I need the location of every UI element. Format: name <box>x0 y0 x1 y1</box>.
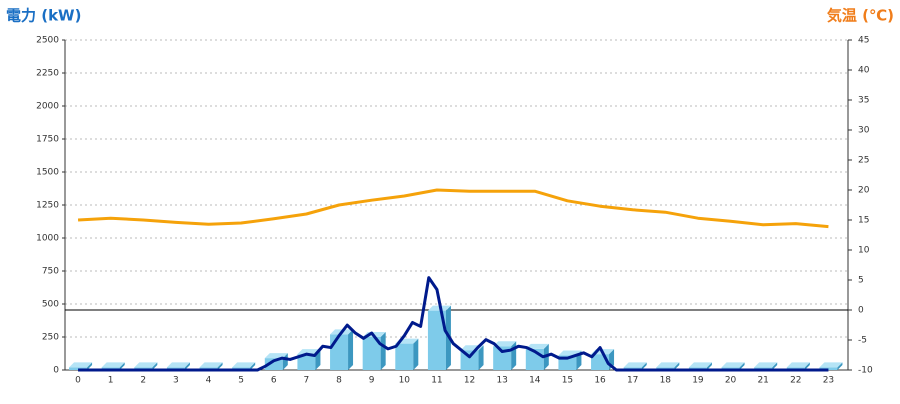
bar-side <box>837 362 843 370</box>
y-tick-label: 500 <box>42 300 59 310</box>
bar-top <box>297 349 321 355</box>
y-tick-label: 1750 <box>36 135 59 145</box>
y2-tick-label: -5 <box>858 336 867 346</box>
bar-top <box>134 362 158 368</box>
bar-top <box>754 362 778 368</box>
x-tick-label: 21 <box>757 376 768 386</box>
x-tick-label: 13 <box>496 376 507 386</box>
x-tick-label: 2 <box>140 376 146 386</box>
y2-tick-label: 30 <box>858 126 870 136</box>
x-tick-label: 6 <box>271 376 277 386</box>
y2-tick-label: 10 <box>858 246 870 256</box>
x-tick-label: 9 <box>369 376 375 386</box>
bar <box>460 350 479 370</box>
y2-tick-label: 15 <box>858 216 869 226</box>
bar-side <box>184 362 190 370</box>
y-tick-label: 1250 <box>36 201 59 211</box>
bar-side <box>478 345 484 370</box>
bar-side <box>739 362 745 370</box>
bar-top <box>101 362 125 368</box>
bar-top <box>819 362 843 368</box>
x-tick-label: 1 <box>108 376 114 386</box>
line <box>78 276 829 372</box>
y2-tick-label: 35 <box>858 96 869 106</box>
bar-side <box>641 362 647 370</box>
bar-top <box>199 362 223 368</box>
bar-side <box>119 362 125 370</box>
bar-top <box>656 362 680 368</box>
y-axis-title: 電力 (kW) <box>6 7 81 25</box>
bar-top <box>525 343 549 349</box>
x-tick-label: 3 <box>173 376 179 386</box>
bar-side <box>217 362 223 370</box>
x-tick-label: 20 <box>725 376 737 386</box>
bar-side <box>413 338 419 370</box>
x-tick-label: 12 <box>464 376 475 386</box>
bar-side <box>87 362 93 370</box>
bar-top <box>688 362 712 368</box>
x-tick-label: 19 <box>692 376 704 386</box>
x-tick-label: 4 <box>206 376 212 386</box>
bar-side <box>348 329 354 370</box>
y-tick-label: 2250 <box>36 69 59 79</box>
y-tick-label: 1000 <box>36 234 59 244</box>
x-tick-label: 5 <box>238 376 244 386</box>
x-tick-label: 17 <box>627 376 638 386</box>
x-tick-label: 7 <box>304 376 310 386</box>
y2-tick-label: 40 <box>858 66 870 76</box>
y-tick-label: 1500 <box>36 168 59 178</box>
bar <box>395 343 414 370</box>
bar-side <box>511 341 517 370</box>
bar <box>297 354 316 370</box>
bar-top <box>493 341 517 347</box>
y-tick-label: 250 <box>42 333 59 343</box>
y2-axis-title: 気温 (℃) <box>827 7 894 25</box>
y-tick-label: 2000 <box>36 102 59 112</box>
y2-tick-label: 0 <box>858 306 864 316</box>
x-tick-label: 11 <box>431 376 442 386</box>
bar-top <box>232 362 256 368</box>
x-tick-label: 23 <box>823 376 834 386</box>
bar-top <box>786 362 810 368</box>
x-tick-label: 22 <box>790 376 801 386</box>
bar <box>427 310 446 370</box>
bar-side <box>674 362 680 370</box>
y2-tick-label: 25 <box>858 156 869 166</box>
bar <box>330 334 349 370</box>
x-tick-label: 15 <box>562 376 573 386</box>
y2-tick-label: 20 <box>858 186 870 196</box>
bar-side <box>380 332 386 370</box>
x-tick-label: 0 <box>75 376 81 386</box>
y2-tick-label: 45 <box>858 36 869 46</box>
y-tick-label: 0 <box>53 366 59 376</box>
bar-top <box>69 362 93 368</box>
x-tick-label: 8 <box>336 376 342 386</box>
x-tick-label: 14 <box>529 376 541 386</box>
y-tick-label: 750 <box>42 267 59 277</box>
bar-top <box>721 362 745 368</box>
bar-top <box>623 362 647 368</box>
bar-side <box>250 362 256 370</box>
y2-tick-label: 5 <box>858 276 864 286</box>
bar-top <box>166 362 190 368</box>
x-tick-label: 16 <box>594 376 606 386</box>
line <box>77 188 829 229</box>
x-tick-label: 10 <box>399 376 411 386</box>
x-tick-label: 18 <box>660 376 672 386</box>
bar-side <box>706 362 712 370</box>
bar-side <box>772 362 778 370</box>
y2-tick-label: -10 <box>858 366 873 376</box>
bar-side <box>152 362 158 370</box>
bar-side <box>804 362 810 370</box>
bar <box>264 358 283 370</box>
y-tick-label: 2500 <box>36 36 59 46</box>
bar <box>362 337 381 370</box>
